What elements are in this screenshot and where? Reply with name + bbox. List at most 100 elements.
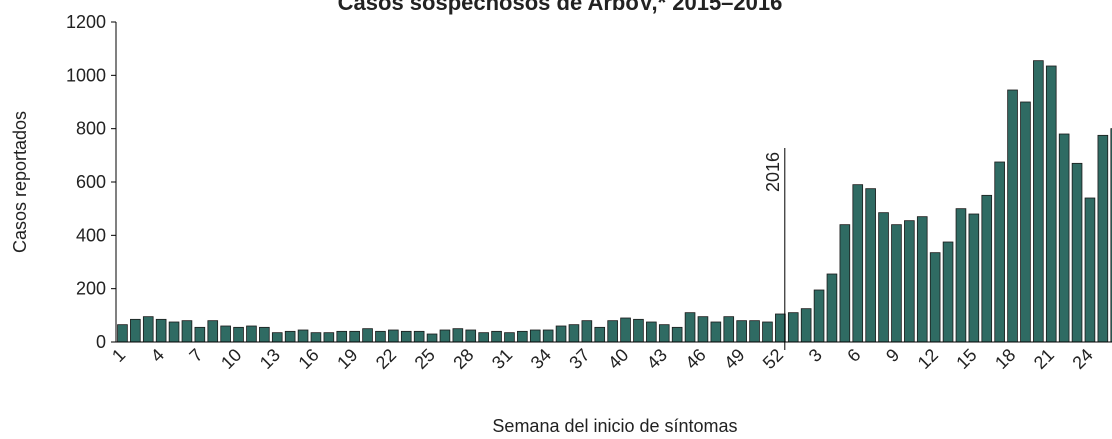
bar bbox=[284, 330, 296, 343]
bar bbox=[865, 188, 876, 343]
x-tick-label: 10 bbox=[217, 345, 245, 373]
bar bbox=[929, 252, 941, 343]
annotation: 2016 bbox=[763, 152, 783, 192]
x-tick-label: 46 bbox=[681, 345, 709, 373]
bar bbox=[297, 329, 309, 343]
bar bbox=[168, 321, 180, 343]
bar bbox=[1058, 133, 1070, 343]
bar bbox=[1007, 89, 1018, 343]
bar bbox=[658, 324, 670, 343]
bar bbox=[1020, 101, 1031, 343]
bar bbox=[684, 312, 696, 343]
bar bbox=[452, 328, 464, 343]
bar bbox=[375, 330, 386, 343]
bar bbox=[904, 220, 915, 343]
bar bbox=[491, 330, 502, 343]
bar bbox=[400, 330, 412, 343]
x-tick-label: 16 bbox=[294, 345, 322, 373]
bar bbox=[542, 329, 554, 343]
bar bbox=[529, 329, 541, 343]
x-tick-label: 9 bbox=[882, 345, 903, 366]
bar bbox=[839, 224, 851, 343]
x-tick-label: 6 bbox=[843, 345, 864, 366]
bar bbox=[749, 320, 760, 343]
y-tick-label: 1000 bbox=[66, 65, 106, 85]
bar bbox=[723, 316, 735, 343]
bar bbox=[646, 321, 657, 343]
bar bbox=[916, 216, 928, 343]
bar bbox=[736, 320, 747, 343]
bar bbox=[762, 321, 773, 343]
x-tick-label: 21 bbox=[1030, 345, 1058, 373]
x-tick-label: 34 bbox=[527, 345, 555, 373]
x-tick-label: 49 bbox=[720, 345, 748, 373]
x-tick-label: 52 bbox=[759, 345, 787, 373]
bar bbox=[568, 324, 580, 343]
bar bbox=[155, 318, 167, 343]
y-axis-label: Casos reportados bbox=[10, 111, 30, 253]
bar bbox=[465, 329, 477, 343]
bar bbox=[130, 318, 141, 343]
bar bbox=[955, 208, 967, 343]
bar bbox=[1097, 134, 1109, 343]
bar bbox=[220, 325, 231, 343]
bar bbox=[117, 324, 128, 343]
bar bbox=[194, 326, 206, 343]
y-tick-label: 400 bbox=[76, 225, 106, 245]
x-tick-label: 12 bbox=[914, 345, 942, 373]
bar bbox=[259, 326, 270, 343]
bar bbox=[1071, 162, 1083, 343]
bar bbox=[710, 321, 722, 343]
x-tick-label: 28 bbox=[449, 345, 477, 373]
bar bbox=[1110, 128, 1112, 343]
x-tick-label: 24 bbox=[1068, 345, 1096, 373]
bar bbox=[388, 329, 399, 343]
y-tick-label: 200 bbox=[76, 279, 106, 299]
bar bbox=[181, 320, 193, 343]
bar bbox=[581, 320, 593, 343]
x-axis-label: Semana del inicio de síntomas bbox=[492, 416, 737, 436]
bar bbox=[878, 212, 889, 343]
x-tick-label: 37 bbox=[565, 345, 593, 373]
bar bbox=[942, 241, 954, 343]
x-tick-label: 3 bbox=[805, 345, 826, 366]
x-tick-label: 25 bbox=[411, 345, 439, 373]
bar bbox=[633, 318, 644, 343]
bar bbox=[594, 326, 606, 343]
bar bbox=[826, 273, 838, 343]
bar bbox=[439, 329, 451, 343]
bar bbox=[310, 332, 322, 343]
bar bbox=[891, 224, 902, 343]
y-tick-label: 1200 bbox=[66, 12, 106, 32]
y-tick-label: 800 bbox=[76, 119, 106, 139]
bar bbox=[800, 308, 812, 343]
x-tick-label: 19 bbox=[333, 345, 361, 373]
bar bbox=[413, 330, 425, 343]
x-tick-label: 1 bbox=[108, 345, 129, 366]
bar bbox=[968, 213, 980, 343]
bar bbox=[852, 184, 864, 343]
bar bbox=[1045, 65, 1057, 343]
bar bbox=[336, 330, 348, 343]
bar bbox=[246, 325, 257, 343]
x-tick-label: 18 bbox=[991, 345, 1019, 373]
bar bbox=[981, 194, 993, 343]
x-tick-label: 31 bbox=[488, 345, 516, 373]
bar bbox=[504, 332, 515, 343]
bar bbox=[233, 326, 244, 343]
x-tick-label: 40 bbox=[604, 345, 632, 373]
y-tick-label: 0 bbox=[96, 332, 106, 352]
bar bbox=[323, 332, 335, 343]
bar bbox=[555, 325, 567, 343]
bar bbox=[478, 332, 489, 343]
bar bbox=[271, 332, 283, 343]
bar bbox=[362, 328, 373, 343]
bar bbox=[787, 312, 799, 343]
chart-title: Casos sospechosos de ArboV,* 2015–2016 bbox=[338, 0, 783, 15]
y-tick-label: 600 bbox=[76, 172, 106, 192]
bar bbox=[1033, 60, 1044, 343]
bar bbox=[207, 320, 219, 343]
bar bbox=[607, 320, 618, 343]
bar bbox=[697, 316, 709, 343]
